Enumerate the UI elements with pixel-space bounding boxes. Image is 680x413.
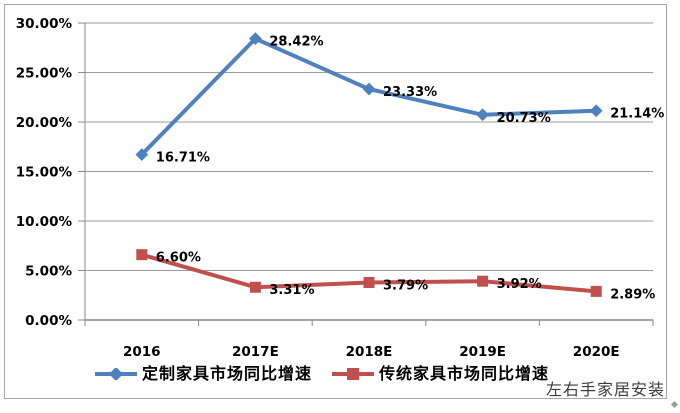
y-tick-label: 30.00% bbox=[16, 16, 73, 32]
y-tick-label: 20.00% bbox=[16, 115, 73, 131]
data-label: 3.31% bbox=[269, 283, 314, 298]
series-marker-diamond bbox=[362, 82, 376, 96]
series-marker-diamond bbox=[589, 104, 603, 118]
x-tick-label: 2016 bbox=[123, 344, 161, 360]
data-label: 3.79% bbox=[383, 278, 428, 293]
series-marker-diamond bbox=[476, 108, 489, 122]
series-marker-diamond bbox=[135, 148, 149, 161]
data-label: 28.42% bbox=[269, 35, 323, 50]
data-label: 16.71% bbox=[156, 151, 210, 166]
watermark-text: 左右手家居安装 bbox=[545, 380, 665, 399]
data-label: 3.92% bbox=[497, 277, 542, 292]
series-marker-square bbox=[136, 249, 148, 261]
x-tick-label: 2019E bbox=[459, 344, 506, 360]
y-tick-label: 10.00% bbox=[16, 214, 73, 230]
data-label: 6.60% bbox=[156, 251, 201, 266]
y-tick-label: 25.00% bbox=[16, 66, 73, 82]
y-tick-label: 0.00% bbox=[25, 313, 72, 329]
x-tick-label: 2020E bbox=[573, 344, 620, 360]
data-label: 23.33% bbox=[383, 85, 437, 100]
legend-item-traditional-furniture: 传统家具市场同比增速 bbox=[332, 366, 549, 382]
legend: 定制家具市场同比增速 传统家具市场同比增速 bbox=[95, 366, 549, 382]
legend-label-custom-furniture: 定制家具市场同比增速 bbox=[142, 364, 313, 383]
series-marker-square bbox=[363, 276, 375, 288]
series-marker-square bbox=[477, 275, 489, 287]
series-marker-square bbox=[590, 285, 602, 297]
data-label: 20.73% bbox=[497, 111, 551, 126]
data-label: 2.89% bbox=[610, 287, 655, 302]
legend-label-traditional-furniture: 传统家具市场同比增速 bbox=[379, 364, 550, 383]
series-marker-diamond bbox=[249, 32, 262, 46]
legend-marker-blue-diamond-icon bbox=[95, 368, 137, 380]
y-tick-label: 5.00% bbox=[25, 264, 72, 280]
series-line-0 bbox=[139, 36, 599, 157]
series-marker-square bbox=[249, 281, 261, 293]
x-tick-label: 2018E bbox=[346, 344, 393, 360]
data-label: 21.14% bbox=[610, 107, 664, 122]
legend-item-custom-furniture: 定制家具市场同比增速 bbox=[95, 366, 312, 382]
legend-marker-red-square-icon bbox=[332, 368, 375, 380]
y-tick-label: 15.00% bbox=[16, 165, 73, 181]
x-tick-label: 2017E bbox=[232, 344, 279, 360]
chart-frame-border bbox=[4, 4, 667, 399]
